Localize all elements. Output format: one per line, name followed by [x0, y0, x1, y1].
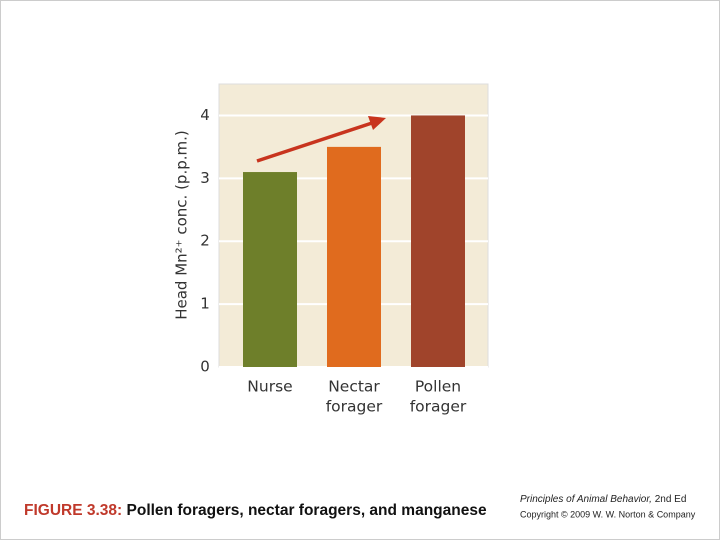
y-tick-label: 1 [200, 295, 210, 313]
y-tick-label: 0 [200, 358, 210, 376]
x-tick-label: Pollen [415, 378, 461, 396]
x-tick-label: forager [410, 398, 467, 416]
x-tick-label: Nurse [247, 378, 292, 396]
y-tick-label: 4 [200, 106, 210, 124]
bar [243, 172, 297, 367]
caption: FIGURE 3.38: Pollen foragers, nectar for… [24, 502, 487, 519]
credit-book: Principles of Animal Behavior, 2nd Ed [520, 494, 686, 505]
book-title: Principles of Animal Behavior, [520, 494, 652, 505]
edition: 2nd Ed [655, 494, 687, 505]
bar [327, 146, 381, 367]
x-tick-label: Nectar [328, 378, 380, 396]
trend-arrow [256, 121, 373, 163]
y-tick-label: 2 [200, 232, 210, 250]
bar [411, 115, 465, 367]
figure-title: Pollen foragers, nectar foragers, and ma… [127, 502, 487, 519]
y-axis-label: Head Mn²⁺ conc. (p.p.m.) [173, 130, 191, 320]
y-tick-label: 3 [200, 169, 210, 187]
arrow-head [368, 116, 386, 130]
bars [243, 115, 465, 367]
x-tick-label: forager [326, 398, 383, 416]
copyright: Copyright © 2009 W. W. Norton & Company [520, 509, 696, 519]
labels: 0 1 2 3 4 Nurse Nectar forager Pollen forager [200, 106, 467, 416]
figure-label: FIGURE 3.38: [24, 502, 122, 519]
